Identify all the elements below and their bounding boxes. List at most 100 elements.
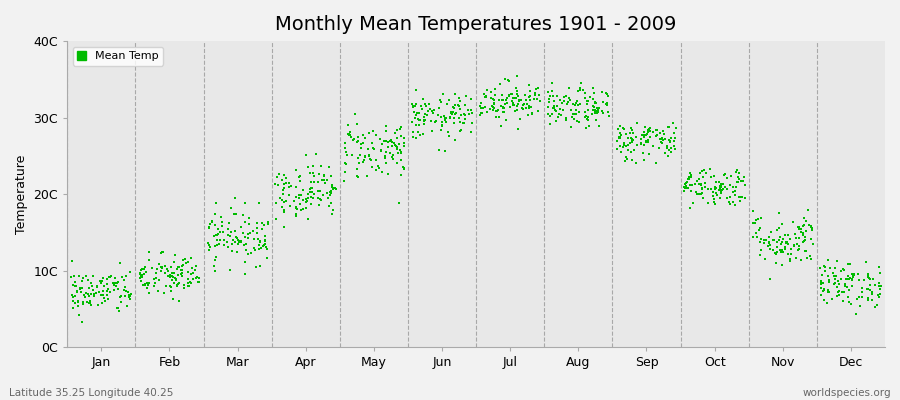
Point — [509, 73, 524, 80]
Point — [151, 277, 166, 284]
Point — [818, 267, 832, 274]
Point — [778, 232, 793, 238]
Point — [714, 189, 728, 195]
Point — [147, 276, 161, 282]
Point — [119, 288, 133, 295]
Point — [679, 180, 693, 186]
Point — [588, 99, 602, 106]
Point — [100, 281, 114, 288]
Point — [791, 247, 806, 253]
Point — [71, 299, 86, 305]
Point — [720, 186, 734, 192]
Point — [763, 276, 778, 282]
Point — [306, 170, 320, 176]
Point — [723, 201, 737, 208]
Point — [464, 128, 478, 135]
Point — [845, 283, 859, 290]
Point — [563, 97, 578, 103]
Point — [210, 242, 224, 248]
Point — [861, 271, 876, 277]
Point — [829, 284, 843, 290]
Point — [624, 140, 638, 146]
Point — [746, 234, 760, 240]
Point — [696, 174, 710, 181]
Point — [163, 274, 177, 280]
Point — [738, 182, 752, 188]
Point — [753, 238, 768, 245]
Point — [366, 145, 381, 152]
Point — [804, 256, 818, 263]
Point — [664, 135, 679, 142]
Point — [362, 129, 376, 136]
Point — [804, 223, 818, 229]
Point — [588, 108, 602, 114]
Point — [134, 266, 148, 272]
Point — [552, 111, 566, 117]
Point — [230, 248, 244, 255]
Point — [389, 143, 403, 149]
Point — [138, 280, 152, 287]
Point — [578, 94, 592, 101]
Point — [838, 283, 852, 290]
Point — [171, 281, 185, 288]
Point — [872, 294, 886, 301]
Point — [68, 282, 83, 289]
Point — [223, 232, 238, 239]
Point — [511, 101, 526, 108]
Point — [90, 284, 104, 290]
Point — [749, 217, 763, 223]
Point — [677, 183, 691, 190]
Point — [649, 132, 663, 139]
Point — [641, 138, 655, 145]
Point — [840, 284, 854, 290]
Point — [618, 154, 633, 161]
Point — [792, 224, 806, 230]
Point — [682, 182, 697, 188]
Point — [231, 239, 246, 246]
Point — [175, 270, 189, 276]
Point — [385, 154, 400, 160]
Point — [822, 273, 836, 280]
Point — [596, 110, 610, 116]
Point — [712, 179, 726, 185]
Point — [453, 98, 467, 104]
Point — [666, 137, 680, 144]
Point — [599, 101, 614, 108]
Point — [103, 289, 117, 296]
Point — [180, 269, 194, 275]
Point — [822, 289, 836, 295]
Point — [801, 207, 815, 213]
Point — [162, 273, 176, 280]
Point — [783, 258, 797, 264]
Point — [658, 135, 672, 142]
Point — [757, 236, 771, 243]
Point — [362, 153, 376, 159]
Point — [492, 114, 507, 120]
Point — [798, 234, 813, 240]
Point — [652, 145, 666, 152]
Point — [74, 289, 88, 295]
Point — [708, 184, 723, 191]
Point — [277, 172, 292, 178]
Point — [759, 237, 773, 243]
Point — [190, 274, 204, 280]
Point — [644, 128, 658, 134]
Point — [252, 242, 266, 248]
Point — [724, 173, 739, 180]
Point — [118, 293, 132, 299]
Point — [269, 200, 284, 206]
Point — [586, 96, 600, 102]
Point — [180, 276, 194, 282]
Point — [323, 188, 338, 194]
Point — [635, 132, 650, 139]
Point — [350, 154, 365, 161]
Point — [306, 194, 320, 201]
Point — [231, 238, 246, 244]
Point — [76, 299, 90, 306]
Point — [70, 303, 85, 309]
Point — [618, 131, 633, 137]
Point — [580, 101, 594, 108]
Point — [355, 141, 369, 147]
Point — [727, 188, 742, 194]
Point — [158, 262, 173, 269]
